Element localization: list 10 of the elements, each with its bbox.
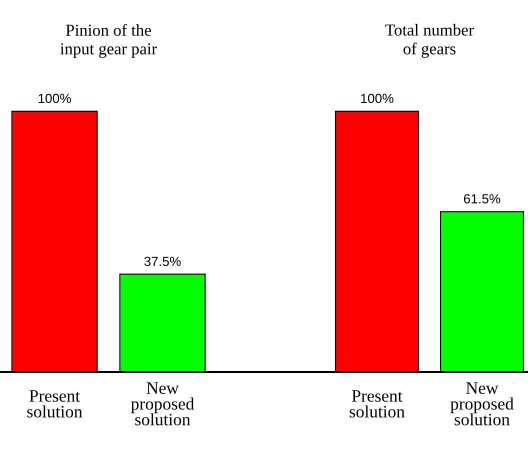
x-tick-label: New proposed solution (130, 382, 194, 426)
chart-title: Pinion of the input gear pair (60, 24, 157, 58)
data-label: 100% (38, 94, 71, 104)
data-label: 37.5% (144, 256, 181, 266)
data-label: 100% (361, 94, 394, 104)
chart-title: Total number of gears (385, 24, 474, 58)
x-tick-label: Present solution (350, 390, 405, 418)
x-tick-label: New proposed solution (450, 382, 514, 426)
x-tick-label: Present solution (27, 390, 82, 418)
data-label: 61.5% (464, 194, 500, 204)
